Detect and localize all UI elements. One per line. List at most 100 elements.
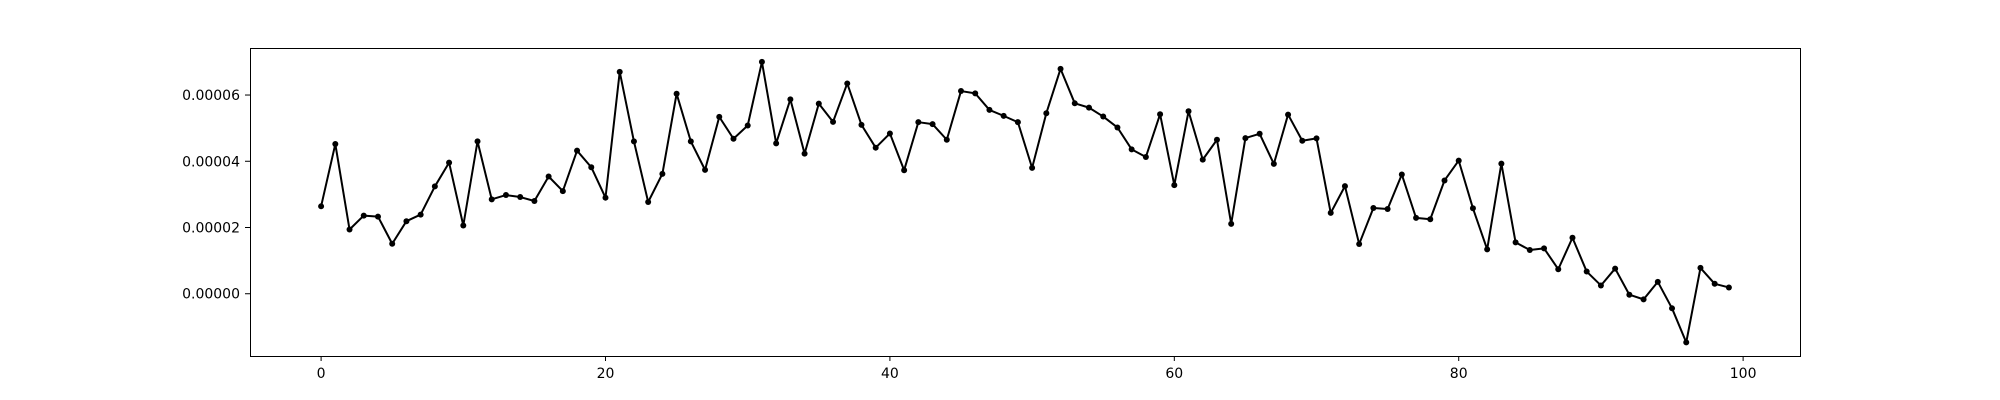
- data-point: [645, 199, 652, 205]
- data-point: [1498, 160, 1505, 167]
- data-point: [1313, 135, 1320, 142]
- data-point: [844, 80, 851, 87]
- data-point: [1341, 183, 1348, 190]
- data-point: [1299, 137, 1306, 144]
- data-point: [488, 196, 495, 203]
- data-point: [1683, 339, 1690, 346]
- data-point: [1085, 104, 1092, 111]
- data-point: [986, 106, 993, 113]
- data-point: [1270, 160, 1277, 167]
- data-point: [830, 118, 837, 125]
- data-point: [815, 100, 822, 107]
- x-axis-ticks: 0 20 40 60 80 100: [317, 356, 1756, 382]
- data-point: [1285, 111, 1292, 118]
- data-point: [1640, 296, 1647, 303]
- data-point: [1512, 239, 1519, 246]
- data-point: [1128, 146, 1135, 153]
- data-point: [1114, 124, 1121, 131]
- y-tick-label: 0.00004: [182, 154, 240, 170]
- data-point: [616, 68, 623, 75]
- data-point: [1228, 220, 1235, 227]
- data-point: [1398, 171, 1405, 178]
- data-point: [901, 167, 908, 174]
- data-point: [446, 159, 453, 166]
- data-point: [374, 213, 381, 220]
- data-point: [730, 135, 737, 142]
- data-point: [531, 198, 538, 205]
- data-point: [403, 218, 410, 225]
- data-point: [332, 141, 339, 148]
- x-tick-label: 60: [1165, 366, 1183, 382]
- data-point: [1157, 111, 1164, 118]
- data-point: [417, 211, 424, 218]
- data-point: [588, 164, 595, 171]
- data-point: [1142, 153, 1149, 160]
- data-point: [1171, 182, 1178, 189]
- data-point: [545, 173, 552, 180]
- data-point: [801, 150, 808, 157]
- data-point: [1484, 246, 1491, 253]
- data-point: [872, 144, 879, 151]
- data-point: [1043, 110, 1050, 117]
- series-line: [320, 60, 1730, 344]
- x-tick-label: 20: [597, 366, 615, 382]
- data-point: [1725, 284, 1732, 291]
- data-point: [687, 138, 694, 145]
- data-point: [574, 147, 581, 154]
- data-point: [1441, 177, 1448, 184]
- data-point: [943, 136, 950, 143]
- y-tick-label: 0.00006: [182, 88, 240, 104]
- data-point: [1356, 241, 1363, 248]
- data-point: [1541, 245, 1548, 252]
- data-point: [1242, 135, 1249, 142]
- data-point: [630, 138, 637, 145]
- y-tick-label: 0.00002: [182, 221, 240, 237]
- data-point: [1583, 268, 1590, 275]
- x-tick-label: 80: [1450, 366, 1468, 382]
- data-point: [1654, 278, 1661, 285]
- data-point: [1669, 305, 1676, 312]
- data-point: [431, 183, 438, 190]
- data-point: [1469, 205, 1476, 212]
- data-point: [915, 119, 922, 126]
- data-point: [1384, 205, 1391, 212]
- data-point: [1185, 108, 1192, 115]
- data-point: [1370, 204, 1377, 211]
- data-point: [958, 88, 965, 95]
- series-layer: [318, 58, 1732, 346]
- data-point: [1569, 234, 1576, 241]
- data-point: [1213, 136, 1220, 143]
- data-point: [559, 188, 566, 195]
- plot-frame: [250, 48, 1801, 357]
- data-point: [474, 138, 481, 145]
- data-point: [1327, 209, 1334, 216]
- data-point: [1199, 156, 1206, 163]
- data-point: [886, 130, 893, 137]
- data-point: [787, 96, 794, 103]
- y-axis-ticks: 0.00000 0.00002 0.00004 0.00006: [182, 88, 250, 303]
- data-point: [389, 240, 396, 247]
- x-tick-label: 40: [881, 366, 899, 382]
- data-point: [517, 194, 524, 201]
- data-point: [1256, 130, 1263, 137]
- data-point: [460, 222, 467, 229]
- data-point: [773, 140, 780, 147]
- data-point: [1014, 119, 1021, 126]
- data-point: [858, 121, 865, 128]
- data-point: [1555, 266, 1562, 273]
- data-point: [1413, 214, 1420, 221]
- data-point: [673, 90, 680, 97]
- data-point: [318, 203, 325, 210]
- data-point: [1057, 65, 1064, 72]
- data-point: [1711, 280, 1718, 287]
- y-tick-label: 0.00000: [182, 287, 240, 303]
- data-point: [1526, 247, 1533, 254]
- data-point: [1000, 112, 1007, 119]
- data-point: [929, 121, 936, 128]
- data-point: [1612, 265, 1619, 272]
- data-point: [1626, 291, 1633, 298]
- data-point: [602, 194, 609, 201]
- data-point: [1100, 113, 1107, 120]
